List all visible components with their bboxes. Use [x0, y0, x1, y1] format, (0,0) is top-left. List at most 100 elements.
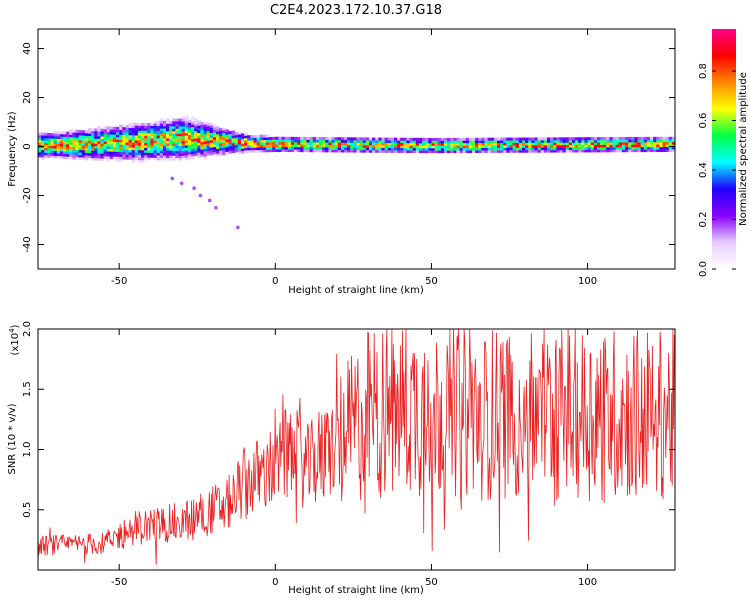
heatmap-cell: [603, 139, 607, 143]
heatmap-cell: [53, 140, 58, 144]
heatmap-cell: [240, 133, 245, 137]
heatmap-cell: [565, 147, 570, 151]
heatmap-cell: [294, 136, 298, 140]
heatmap-cell: [53, 133, 58, 137]
heatmap-cell: [537, 149, 542, 153]
heatmap-cell: [528, 142, 532, 146]
heatmap-cell: [550, 147, 554, 151]
heatmap-cell: [97, 155, 101, 159]
heatmap-cell: [191, 126, 195, 130]
heatmap-cell: [50, 142, 55, 146]
heatmap-cell: [87, 133, 92, 137]
heatmap-cell: [131, 137, 136, 141]
heatmap-cell: [640, 144, 645, 148]
heatmap-cell: [537, 147, 542, 151]
heatmap-cell: [334, 142, 339, 146]
heatmap-cell: [166, 118, 170, 122]
heatmap-cell: [91, 152, 95, 156]
heatmap-cell: [637, 144, 642, 148]
heatmap-cell: [62, 153, 67, 157]
heatmap-cell: [116, 134, 120, 138]
heatmap-cell: [368, 147, 373, 151]
heatmap-cell: [581, 144, 585, 148]
heatmap-cell: [646, 141, 651, 145]
heatmap-cell: [109, 148, 114, 152]
heatmap-cell: [59, 145, 64, 149]
heatmap-cell: [97, 133, 101, 137]
heatmap-cell: [587, 149, 592, 153]
heatmap-cell: [459, 140, 464, 144]
heatmap-cell: [184, 132, 189, 136]
heatmap-cell: [297, 149, 301, 153]
heatmap-cell: [175, 143, 180, 146]
heatmap-cell: [150, 152, 155, 156]
heatmap-cell: [625, 146, 629, 150]
heatmap-cell: [119, 158, 123, 162]
heatmap-cell: [219, 133, 223, 136]
heatmap-cell: [159, 123, 164, 127]
colorbar-tick-label: 0.8: [698, 63, 709, 79]
heatmap-cell: [116, 156, 120, 160]
heatmap-cell: [38, 149, 42, 153]
heatmap-cell: [593, 142, 598, 146]
heatmap-cell: [487, 137, 492, 141]
heatmap-cell: [156, 147, 161, 151]
heatmap-cell: [322, 146, 326, 150]
heatmap-cell: [119, 149, 123, 153]
heatmap-cell: [484, 137, 489, 141]
heatmap-cell: [209, 144, 214, 148]
heatmap-cell: [38, 139, 42, 143]
heatmap-cell: [141, 157, 145, 161]
heatmap-cell: [487, 147, 492, 151]
heatmap-cell: [325, 144, 329, 148]
heatmap-cell: [212, 124, 217, 128]
heatmap-cell: [72, 144, 76, 148]
heatmap-cell: [62, 143, 67, 147]
heatmap-cell: [656, 146, 660, 150]
heatmap-cell: [144, 125, 148, 129]
heatmap-cell: [490, 145, 495, 148]
heatmap-cell: [372, 147, 376, 151]
heatmap-cell: [181, 118, 186, 122]
heatmap-cell: [400, 147, 404, 151]
heatmap-cell: [637, 141, 642, 145]
heatmap-cell: [453, 142, 457, 146]
heatmap-cell: [294, 144, 298, 148]
heatmap-cell: [125, 142, 130, 145]
heatmap-cell: [353, 137, 357, 141]
heatmap-cell: [387, 142, 392, 146]
heatmap-cell: [131, 156, 136, 160]
heatmap-cell: [144, 149, 148, 153]
heatmap-cell: [203, 121, 208, 125]
heatmap-cell: [119, 127, 123, 130]
heatmap-cell: [306, 137, 311, 140]
heatmap-cell: [306, 149, 311, 153]
heatmap-cell: [537, 144, 542, 148]
heatmap-cell: [78, 152, 83, 156]
colorbar-gradient: [712, 29, 736, 269]
heatmap-cell: [406, 140, 411, 144]
heatmap-cell: [119, 141, 123, 145]
heatmap-cell: [72, 132, 76, 136]
heatmap-cell: [162, 155, 167, 159]
heatmap-cell: [231, 147, 236, 151]
heatmap-cell: [459, 145, 464, 149]
heatmap-cell: [197, 152, 201, 156]
heatmap-cell: [128, 134, 133, 138]
heatmap-cell: [256, 142, 261, 146]
heatmap-cell: [59, 155, 64, 159]
heatmap-cell: [84, 140, 89, 144]
heatmap-cell: [116, 153, 120, 157]
heatmap-cell: [234, 142, 239, 146]
heatmap-cell: [203, 138, 208, 142]
heatmap-cell: [646, 146, 651, 150]
heatmap-cell: [240, 138, 245, 142]
heatmap-cell: [378, 142, 382, 146]
heatmap-cell: [522, 147, 526, 151]
heatmap-cell: [56, 140, 61, 144]
heatmap-cell: [653, 144, 657, 148]
heatmap-cell: [512, 142, 517, 146]
snr-x-label: Height of straight line (km): [288, 585, 424, 596]
heatmap-cell: [116, 144, 120, 147]
heatmap-cell: [59, 133, 64, 137]
